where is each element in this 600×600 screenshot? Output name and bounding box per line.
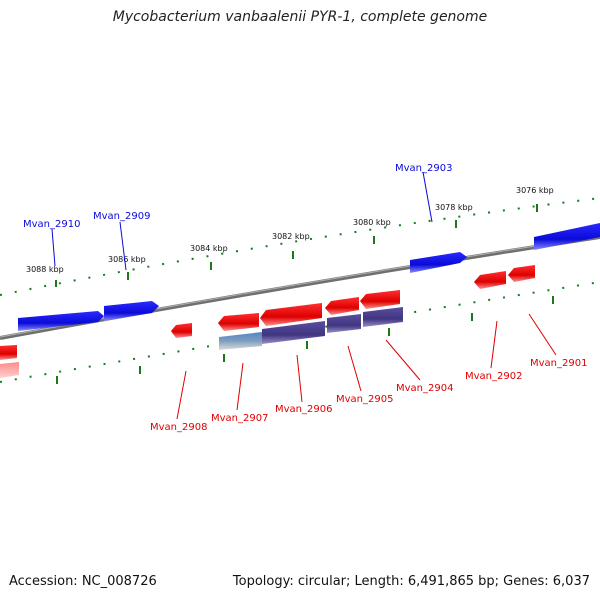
gene-label-mvan-2905[interactable]: Mvan_2905 [336, 394, 393, 405]
plus-strand-features [18, 223, 600, 331]
leader-line [422, 171, 433, 223]
outer-scale-track [0, 197, 600, 296]
inner-major-ticks [56, 296, 554, 384]
feature-purple-3[interactable] [363, 307, 403, 327]
scale-label-3086: 3086 kbp [108, 255, 146, 264]
gene-label-mvan-2903[interactable]: Mvan_2903 [395, 163, 452, 174]
leader-line [176, 370, 187, 420]
gene-mvan-2910[interactable] [18, 311, 104, 331]
outer-major-ticks [55, 204, 538, 287]
gene-mvan-2901[interactable] [508, 265, 535, 282]
leader-line [490, 320, 498, 369]
leader-line [236, 362, 244, 411]
feature-purple-2[interactable] [327, 314, 361, 333]
gene-mvan-2905[interactable] [325, 297, 359, 315]
gene-label-mvan-2908[interactable]: Mvan_2908 [150, 422, 207, 433]
leader-line [528, 313, 557, 356]
scale-label-3084: 3084 kbp [190, 244, 228, 253]
gene-left-edge[interactable] [0, 345, 17, 360]
gene-label-mvan-2910[interactable]: Mvan_2910 [23, 219, 80, 230]
gene-left-edge-pink[interactable] [0, 362, 19, 378]
page-title: Mycobacterium vanbaalenii PYR-1, complet… [112, 9, 488, 25]
gene-label-mvan-2901[interactable]: Mvan_2901 [530, 358, 587, 369]
minus-strand-features [0, 265, 535, 378]
gene-label-mvan-2909[interactable]: Mvan_2909 [93, 211, 150, 222]
leader-line [296, 354, 303, 403]
gene-mvan-2909[interactable] [104, 301, 159, 321]
gene-label-mvan-2906[interactable]: Mvan_2906 [275, 404, 332, 415]
feature-steel[interactable] [219, 332, 262, 350]
gene-mvan-2901-neighbor[interactable] [534, 223, 600, 250]
scale-label-3076: 3076 kbp [516, 186, 554, 195]
gene-mvan-2908[interactable] [171, 323, 192, 338]
leader-line [119, 221, 127, 271]
scale-label-3080: 3080 kbp [353, 218, 391, 227]
gene-label-mvan-2902[interactable]: Mvan_2902 [465, 371, 522, 382]
gene-label-mvan-2907[interactable]: Mvan_2907 [211, 413, 268, 424]
plus-leaders [51, 171, 433, 271]
scale-label-3082: 3082 kbp [272, 232, 310, 241]
scale-label-3088: 3088 kbp [26, 265, 64, 274]
minus-leaders [176, 313, 557, 420]
scale-label-3078: 3078 kbp [435, 203, 473, 212]
gene-mvan-2903[interactable] [410, 252, 467, 273]
leader-line [51, 228, 56, 267]
feature-purple-1[interactable] [262, 321, 325, 344]
gene-mvan-2906[interactable] [260, 303, 322, 326]
leader-line [347, 345, 362, 392]
leader-line [385, 339, 421, 381]
gene-mvan-2902[interactable] [474, 271, 506, 289]
accession-label: Accession: NC_008726 [9, 574, 157, 589]
gene-mvan-2904[interactable] [360, 290, 400, 309]
gene-label-mvan-2904[interactable]: Mvan_2904 [396, 383, 453, 394]
gene-mvan-2907[interactable] [218, 313, 259, 331]
topology-summary: Topology: circular; Length: 6,491,865 bp… [232, 574, 590, 589]
